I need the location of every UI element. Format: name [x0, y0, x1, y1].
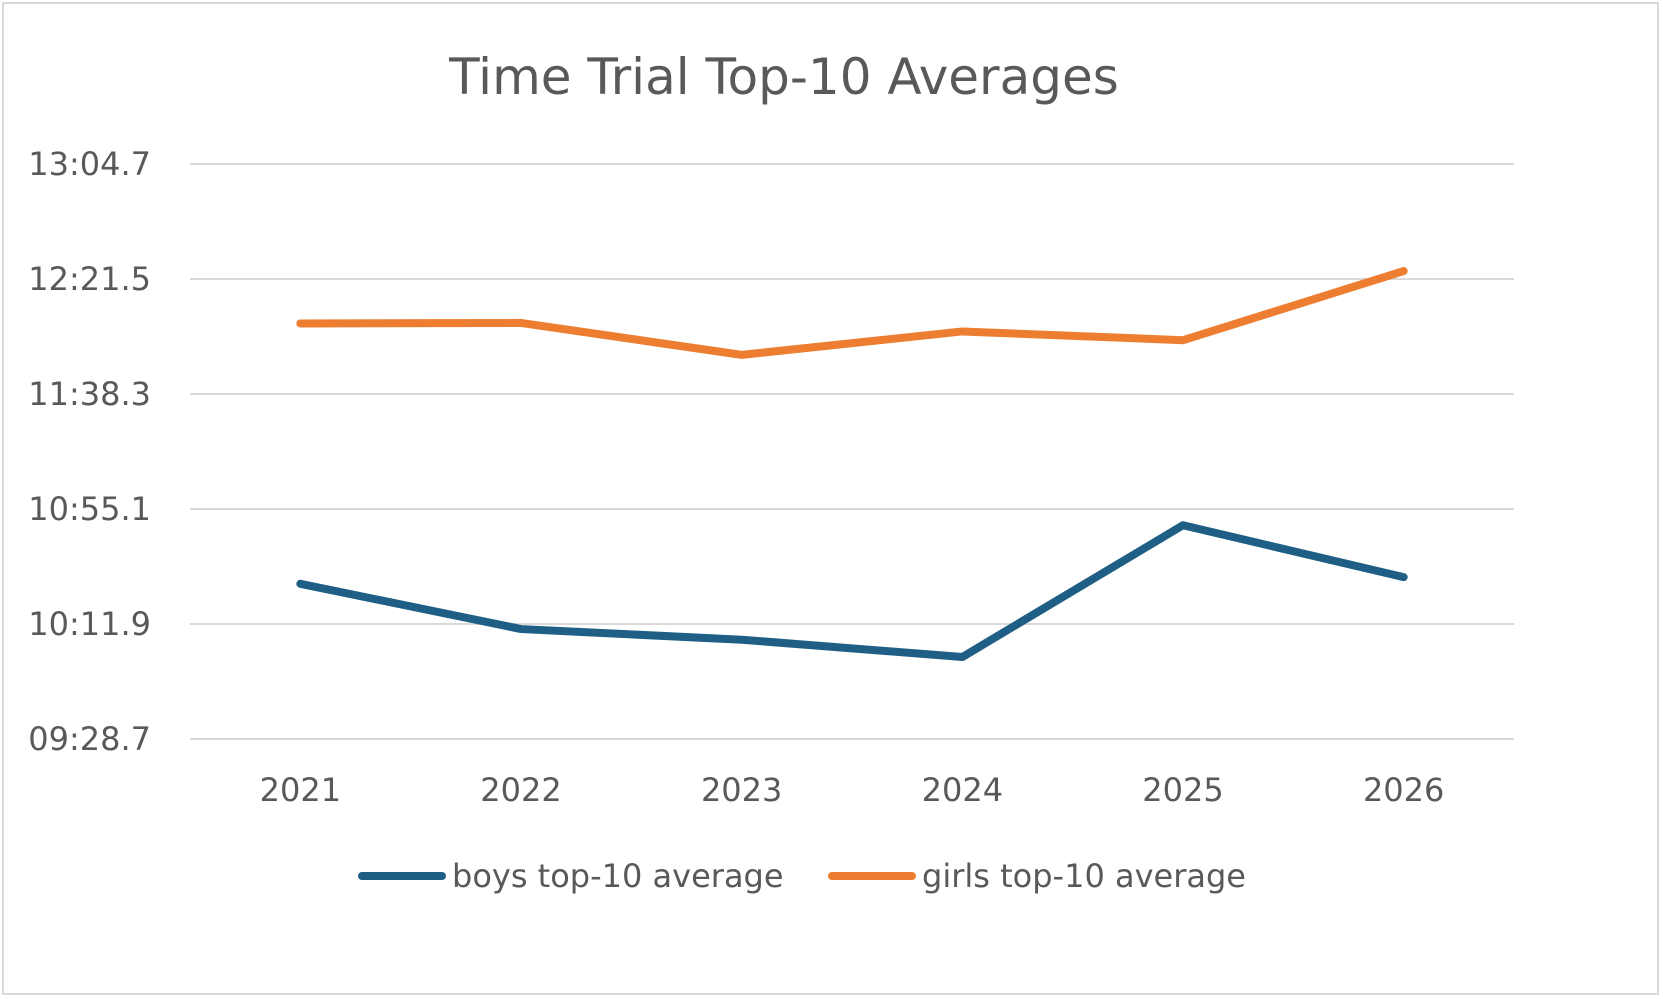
y-tick-label: 09:28.7: [28, 720, 151, 758]
x-tick-label: 2022: [480, 771, 561, 809]
y-tick-label: 12:21.5: [28, 260, 151, 298]
data-point: [961, 656, 964, 659]
gridlines: [190, 163, 1514, 740]
chart-title: Time Trial Top-10 Averages: [448, 48, 1119, 106]
data-point: [299, 322, 302, 325]
data-point: [740, 353, 743, 356]
x-tick-label: 2026: [1363, 771, 1444, 809]
legend-label: girls top-10 average: [922, 857, 1246, 895]
x-axis-tick-labels: 2021 2022 2023 2024 2025 2026: [260, 771, 1445, 809]
x-tick-label: 2021: [260, 771, 341, 809]
data-point: [1182, 339, 1184, 342]
y-axis-tick-labels: 09:28.7 10:11.9 10:55.1 11:38.3 12:21.5 13:04…: [28, 145, 151, 758]
y-tick-label: 11:38.3: [28, 375, 151, 413]
y-tick-label: 13:04.7: [28, 145, 151, 183]
legend-item: boys top-10 average: [358, 857, 784, 895]
x-tick-label: 2024: [922, 771, 1003, 809]
y-tick-label: 10:55.1: [28, 490, 151, 528]
data-point: [1402, 270, 1405, 273]
series-line-girls: [296, 267, 1408, 359]
legend: boys top-10 average girls top-10 average: [358, 857, 1246, 895]
series-lines: [296, 267, 1408, 662]
data-point: [740, 638, 743, 641]
legend-item: girls top-10 average: [828, 857, 1246, 895]
data-point: [1182, 524, 1184, 527]
line-chart: Time Trial Top-10 Averages 09:28.7 10:11.…: [28, 48, 1514, 895]
data-point: [520, 628, 522, 631]
data-point: [1402, 576, 1405, 579]
data-point: [299, 582, 302, 585]
data-point: [961, 330, 964, 333]
x-tick-label: 2023: [701, 771, 782, 809]
y-tick-label: 10:11.9: [28, 605, 151, 643]
data-point: [520, 321, 522, 324]
legend-label: boys top-10 average: [452, 857, 784, 895]
series-line-boys: [296, 521, 1408, 662]
x-tick-label: 2025: [1142, 771, 1223, 809]
